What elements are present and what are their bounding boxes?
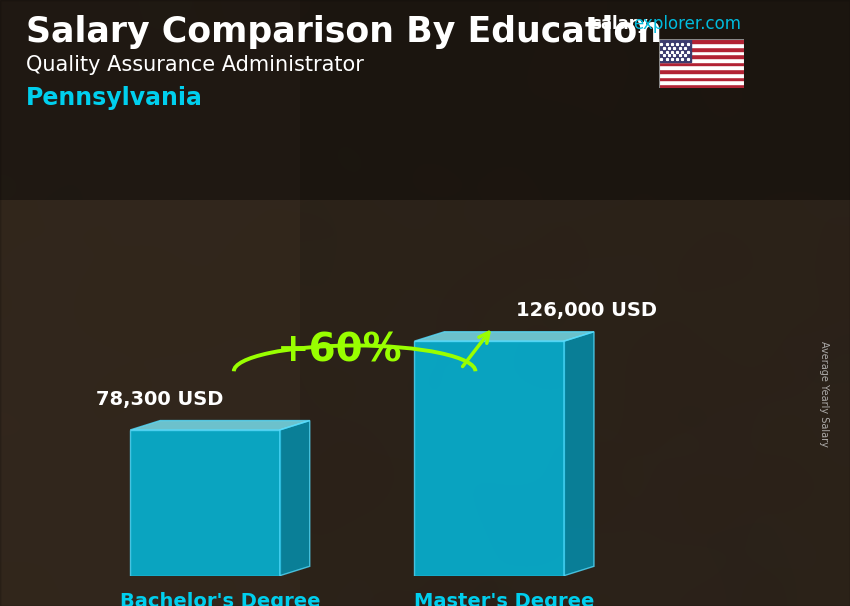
Text: Bachelor's Degree: Bachelor's Degree — [120, 592, 320, 606]
Bar — [659, 47, 744, 50]
Text: salary: salary — [591, 15, 648, 33]
Polygon shape — [130, 430, 280, 576]
Bar — [659, 81, 744, 84]
Bar — [659, 77, 744, 81]
Text: +60%: +60% — [277, 331, 402, 370]
Polygon shape — [130, 421, 309, 430]
Text: 126,000 USD: 126,000 USD — [516, 301, 657, 320]
Bar — [659, 55, 744, 58]
Polygon shape — [280, 421, 309, 576]
Text: Quality Assurance Administrator: Quality Assurance Administrator — [26, 55, 363, 75]
Polygon shape — [564, 331, 594, 576]
Text: Pennsylvania: Pennsylvania — [26, 86, 202, 110]
Bar — [659, 39, 691, 62]
Bar — [659, 73, 744, 77]
Text: Salary Comparison By Education: Salary Comparison By Education — [26, 15, 661, 49]
Bar — [659, 43, 744, 47]
Text: 78,300 USD: 78,300 USD — [96, 390, 224, 409]
Bar — [659, 62, 744, 65]
Bar — [659, 50, 744, 55]
Bar — [659, 39, 744, 43]
Bar — [659, 84, 744, 88]
Bar — [659, 69, 744, 73]
Polygon shape — [415, 341, 564, 576]
Text: Average Yearly Salary: Average Yearly Salary — [819, 341, 829, 447]
Polygon shape — [415, 331, 594, 341]
Text: explorer.com: explorer.com — [633, 15, 741, 33]
Bar — [659, 58, 744, 62]
Text: Master's Degree: Master's Degree — [414, 592, 594, 606]
Bar — [659, 65, 744, 69]
